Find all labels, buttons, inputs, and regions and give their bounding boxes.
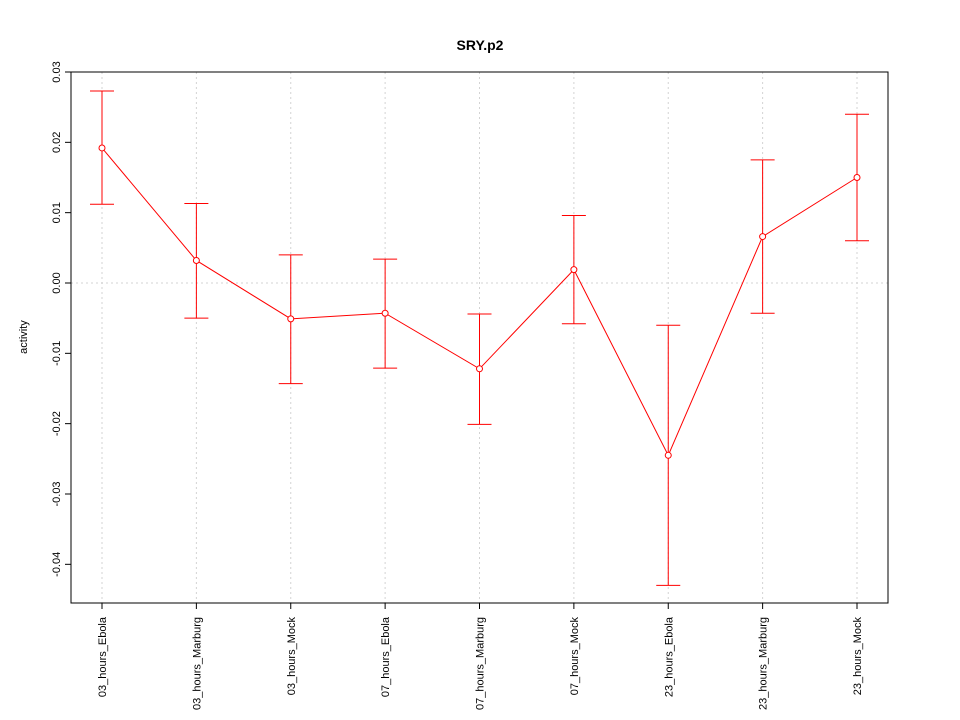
data-series (90, 90, 869, 586)
x-tick-label: 07_hours_Mock (569, 617, 581, 696)
data-point (664, 451, 672, 459)
data-point (287, 315, 295, 323)
x-tick-label: 07_hours_Marburg (475, 617, 487, 710)
y-tick-label: 0.03 (51, 61, 63, 82)
x-axis: 03_hours_Ebola 03_hours_Marburg 03_hours_M… (97, 603, 864, 710)
x-tick-label: 23_hours_Mock (852, 617, 864, 696)
y-tick-label: 0.01 (51, 202, 63, 223)
y-tick-label: -0.01 (51, 341, 63, 366)
x-tick-label: 23_hours_Marburg (758, 617, 770, 710)
data-point (476, 365, 483, 373)
data-point (98, 144, 106, 152)
data-point (192, 256, 200, 264)
x-tick-label: 03_hours_Ebola (97, 616, 109, 697)
x-tick-label: 03_hours_Mock (286, 617, 298, 696)
x-tick-label: 03_hours_Marburg (191, 617, 203, 710)
y-axis-label: activity (18, 320, 30, 354)
x-tick-label: 07_hours_Ebola (380, 616, 392, 697)
y-axis: 0.03 0.02 0.01 0.00 -0.01 -0.02 -0.03 -0.04 (51, 61, 71, 577)
chart-title: SRY.p2 (457, 37, 504, 53)
data-point (759, 233, 767, 241)
y-tick-label: -0.02 (51, 411, 63, 436)
data-point (570, 266, 578, 274)
data-point (381, 309, 389, 317)
data-point (853, 173, 861, 181)
y-tick-label: 0.02 (51, 132, 63, 153)
y-tick-label: 0.00 (51, 272, 63, 293)
x-tick-label: 23_hours_Ebola (663, 616, 675, 697)
y-tick-label: -0.03 (51, 481, 63, 506)
y-tick-label: -0.04 (51, 552, 63, 577)
